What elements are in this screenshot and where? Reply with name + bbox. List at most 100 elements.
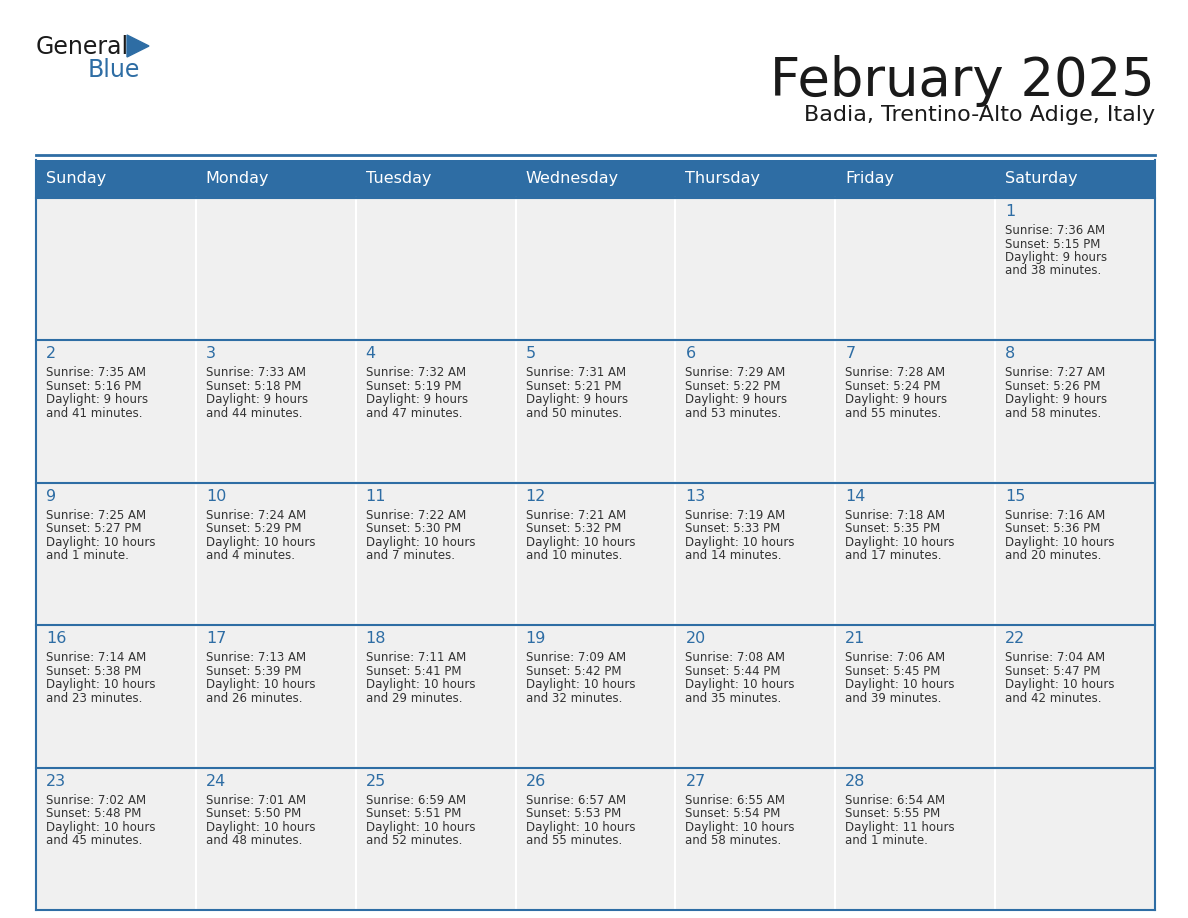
Text: 2: 2 [46, 346, 56, 362]
Text: Sunset: 5:36 PM: Sunset: 5:36 PM [1005, 522, 1100, 535]
Bar [835, 483, 996, 625]
Text: Sunset: 5:55 PM: Sunset: 5:55 PM [846, 807, 941, 820]
Text: and 52 minutes.: and 52 minutes. [366, 834, 462, 847]
Text: 20: 20 [685, 632, 706, 646]
Text: Sunset: 5:30 PM: Sunset: 5:30 PM [366, 522, 461, 535]
Bar [36, 767, 196, 910]
Text: and 10 minutes.: and 10 minutes. [525, 549, 623, 563]
Text: Sunrise: 7:11 AM: Sunrise: 7:11 AM [366, 651, 466, 665]
Bar [996, 198, 1155, 341]
Text: Daylight: 10 hours: Daylight: 10 hours [366, 821, 475, 834]
Bar [676, 341, 835, 483]
Text: and 29 minutes.: and 29 minutes. [366, 691, 462, 705]
Bar [36, 341, 196, 483]
Bar [516, 625, 676, 767]
Text: Sunset: 5:44 PM: Sunset: 5:44 PM [685, 665, 781, 677]
Text: Sunrise: 7:31 AM: Sunrise: 7:31 AM [525, 366, 626, 379]
Text: 5: 5 [525, 346, 536, 362]
Text: 23: 23 [46, 774, 67, 789]
Bar [835, 625, 996, 767]
Text: Sunset: 5:41 PM: Sunset: 5:41 PM [366, 665, 461, 677]
Text: Daylight: 11 hours: Daylight: 11 hours [846, 821, 955, 834]
Text: Daylight: 10 hours: Daylight: 10 hours [46, 536, 156, 549]
Text: 13: 13 [685, 488, 706, 504]
Text: Sunset: 5:35 PM: Sunset: 5:35 PM [846, 522, 941, 535]
Text: and 44 minutes.: and 44 minutes. [206, 407, 303, 420]
Text: and 38 minutes.: and 38 minutes. [1005, 264, 1101, 277]
Bar [835, 341, 996, 483]
Text: Sunset: 5:22 PM: Sunset: 5:22 PM [685, 380, 781, 393]
Text: Sunrise: 6:54 AM: Sunrise: 6:54 AM [846, 793, 946, 807]
Text: Sunset: 5:24 PM: Sunset: 5:24 PM [846, 380, 941, 393]
Text: 14: 14 [846, 488, 866, 504]
Bar [676, 198, 835, 341]
Text: Tuesday: Tuesday [366, 172, 431, 186]
Bar [196, 767, 355, 910]
Text: Daylight: 10 hours: Daylight: 10 hours [366, 678, 475, 691]
Text: Daylight: 10 hours: Daylight: 10 hours [1005, 678, 1114, 691]
Text: Daylight: 9 hours: Daylight: 9 hours [1005, 251, 1107, 264]
Bar [355, 767, 516, 910]
Text: and 17 minutes.: and 17 minutes. [846, 549, 942, 563]
Text: 26: 26 [525, 774, 545, 789]
Text: Sunday: Sunday [46, 172, 106, 186]
Text: Sunrise: 7:01 AM: Sunrise: 7:01 AM [206, 793, 307, 807]
Text: 24: 24 [206, 774, 226, 789]
Text: 12: 12 [525, 488, 546, 504]
Text: and 41 minutes.: and 41 minutes. [46, 407, 143, 420]
Text: Sunrise: 7:35 AM: Sunrise: 7:35 AM [46, 366, 146, 379]
Text: Sunrise: 7:27 AM: Sunrise: 7:27 AM [1005, 366, 1105, 379]
Text: Sunrise: 6:59 AM: Sunrise: 6:59 AM [366, 793, 466, 807]
Text: Daylight: 9 hours: Daylight: 9 hours [206, 394, 308, 407]
Text: and 39 minutes.: and 39 minutes. [846, 691, 942, 705]
Text: and 4 minutes.: and 4 minutes. [206, 549, 295, 563]
Text: and 23 minutes.: and 23 minutes. [46, 691, 143, 705]
Text: Sunrise: 7:14 AM: Sunrise: 7:14 AM [46, 651, 146, 665]
Bar [355, 198, 516, 341]
Text: Daylight: 9 hours: Daylight: 9 hours [846, 394, 947, 407]
Text: Sunrise: 7:32 AM: Sunrise: 7:32 AM [366, 366, 466, 379]
Text: Saturday: Saturday [1005, 172, 1078, 186]
Text: and 55 minutes.: and 55 minutes. [846, 407, 942, 420]
Text: Daylight: 10 hours: Daylight: 10 hours [525, 536, 636, 549]
Text: Sunrise: 7:06 AM: Sunrise: 7:06 AM [846, 651, 946, 665]
Text: Sunset: 5:53 PM: Sunset: 5:53 PM [525, 807, 621, 820]
Text: Daylight: 10 hours: Daylight: 10 hours [846, 678, 955, 691]
Bar [835, 198, 996, 341]
Text: 21: 21 [846, 632, 866, 646]
Text: 1: 1 [1005, 204, 1016, 219]
Bar [516, 767, 676, 910]
Text: Sunset: 5:39 PM: Sunset: 5:39 PM [206, 665, 302, 677]
Text: and 26 minutes.: and 26 minutes. [206, 691, 303, 705]
Bar [355, 483, 516, 625]
Text: Sunset: 5:19 PM: Sunset: 5:19 PM [366, 380, 461, 393]
Text: Daylight: 10 hours: Daylight: 10 hours [685, 678, 795, 691]
Text: 16: 16 [46, 632, 67, 646]
Text: 27: 27 [685, 774, 706, 789]
Text: and 14 minutes.: and 14 minutes. [685, 549, 782, 563]
Text: Sunrise: 7:13 AM: Sunrise: 7:13 AM [206, 651, 307, 665]
Text: Sunrise: 6:57 AM: Sunrise: 6:57 AM [525, 793, 626, 807]
Text: Sunrise: 7:16 AM: Sunrise: 7:16 AM [1005, 509, 1105, 521]
Text: Sunrise: 7:08 AM: Sunrise: 7:08 AM [685, 651, 785, 665]
Text: Sunset: 5:32 PM: Sunset: 5:32 PM [525, 522, 621, 535]
Text: Daylight: 9 hours: Daylight: 9 hours [525, 394, 627, 407]
Text: Daylight: 10 hours: Daylight: 10 hours [366, 536, 475, 549]
Text: Sunrise: 7:04 AM: Sunrise: 7:04 AM [1005, 651, 1105, 665]
Text: Daylight: 10 hours: Daylight: 10 hours [46, 821, 156, 834]
Text: and 50 minutes.: and 50 minutes. [525, 407, 621, 420]
Text: Daylight: 10 hours: Daylight: 10 hours [685, 536, 795, 549]
Text: and 58 minutes.: and 58 minutes. [685, 834, 782, 847]
Text: and 48 minutes.: and 48 minutes. [206, 834, 302, 847]
Text: Friday: Friday [846, 172, 895, 186]
Text: and 47 minutes.: and 47 minutes. [366, 407, 462, 420]
Text: Sunset: 5:21 PM: Sunset: 5:21 PM [525, 380, 621, 393]
Text: Sunrise: 7:25 AM: Sunrise: 7:25 AM [46, 509, 146, 521]
Bar [996, 625, 1155, 767]
Text: Wednesday: Wednesday [525, 172, 619, 186]
Text: Sunset: 5:38 PM: Sunset: 5:38 PM [46, 665, 141, 677]
Text: 11: 11 [366, 488, 386, 504]
Bar [196, 341, 355, 483]
Text: Sunset: 5:45 PM: Sunset: 5:45 PM [846, 665, 941, 677]
Text: and 32 minutes.: and 32 minutes. [525, 691, 623, 705]
